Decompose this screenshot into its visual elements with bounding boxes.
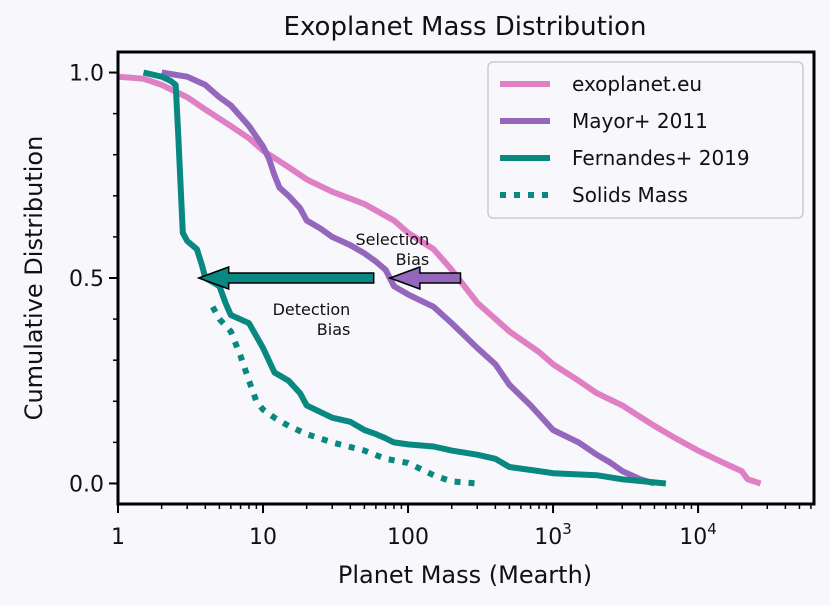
annotation-1: Detection Bias [273, 300, 351, 339]
x-tick-exponent: 3 [562, 520, 572, 538]
y-tick-label: 1.0 [69, 62, 104, 87]
legend-label-3: Solids Mass [572, 183, 688, 207]
y-tick-label: 0.5 [69, 267, 104, 292]
x-tick-base: 1 [111, 525, 125, 550]
series-line-1 [161, 69, 656, 487]
legend-label-2: Fernandes+ 2019 [572, 146, 750, 170]
y-axis: 0.0 0.5 1.0 [69, 62, 118, 497]
x-tick-base: 10 [249, 525, 277, 550]
annotation-line: Selection [355, 230, 429, 249]
annotation-line: Detection [273, 300, 351, 319]
bias-arrow-0 [387, 265, 462, 291]
annotation-line: Bias [396, 250, 430, 269]
x-tick-base: 10 [534, 525, 562, 550]
annotation-line: Bias [317, 320, 351, 339]
legend-label-0: exoplanet.eu [572, 72, 702, 96]
chart-title: Exoplanet Mass Distribution [284, 12, 647, 42]
x-axis-label: Planet Mass (Mearth) [338, 561, 592, 589]
x-axis: 1 10 100 103 104 [111, 504, 812, 550]
x-tick-label: 100 [387, 525, 429, 550]
x-tick-base: 100 [387, 525, 429, 550]
y-axis-label: Cumulative Distribution [20, 136, 48, 421]
bias-arrow-1 [196, 265, 375, 291]
legend-label-1: Mayor+ 2011 [572, 109, 708, 133]
series-line-2 [142, 69, 667, 487]
legend: exoplanet.eu Mayor+ 2011 Fernandes+ 2019 So… [487, 61, 804, 219]
series-line-3 [210, 305, 478, 487]
y-tick-label: 0.0 [69, 472, 104, 497]
x-tick-label: 1 [111, 525, 125, 550]
x-tick-exponent: 4 [707, 520, 717, 538]
x-tick-label: 103 [534, 520, 572, 550]
x-tick-label: 10 [249, 525, 277, 550]
annotation-0: Selection Bias [355, 230, 429, 269]
x-tick-base: 10 [679, 525, 707, 550]
series-line-0 [117, 73, 762, 487]
legend-box [487, 61, 804, 219]
x-tick-label: 104 [679, 520, 717, 550]
